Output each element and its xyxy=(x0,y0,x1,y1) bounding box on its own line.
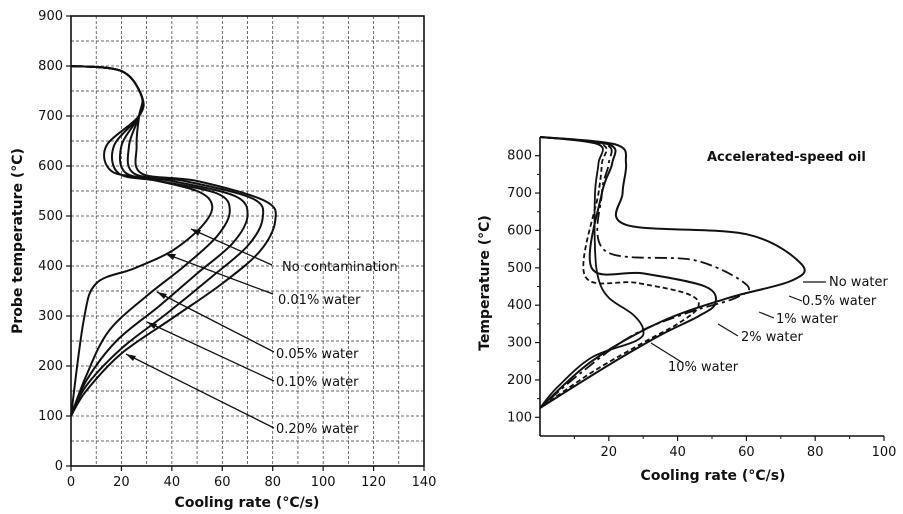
y-tick-label: 100 xyxy=(38,409,63,424)
series-line-1 xyxy=(539,136,750,409)
y-tick-label: 500 xyxy=(507,261,532,276)
right-leaders xyxy=(650,281,826,364)
y-tick-label: 700 xyxy=(38,109,63,124)
label-001-water: 0.01% water xyxy=(278,293,361,308)
x-tick-label: 20 xyxy=(601,445,618,460)
y-tick-label: 900 xyxy=(38,9,63,24)
y-tick-label: 600 xyxy=(38,159,63,174)
x-tick-label: 100 xyxy=(311,475,336,490)
x-tick-label: 80 xyxy=(807,445,824,460)
y-tick-label: 200 xyxy=(507,373,532,388)
series-line-1 xyxy=(70,65,231,417)
x-tick-label: 20 xyxy=(113,475,130,490)
right-ticks: 20 40 60 80 100 100 200 300 400 500 600 700 800 xyxy=(507,149,896,460)
label-05-water: 0.5% water xyxy=(802,294,877,309)
right-chart: 20 40 60 80 100 100 200 300 400 500 600 700 800 Acce… xyxy=(477,136,896,484)
left-ticks: 0 20 40 60 80 100 120 140 0 100 200 300 400 500 600 700… xyxy=(38,9,436,490)
left-chart: 0 20 40 60 80 100 120 140 0 100 200 300 400 500 600 700… xyxy=(10,9,436,511)
arrow-no-contamination xyxy=(190,228,273,266)
label-1-water: 1% water xyxy=(776,312,838,327)
y-tick-label: 600 xyxy=(507,223,532,238)
y-tick-label: 700 xyxy=(507,186,532,201)
y-tick-label: 800 xyxy=(38,59,63,74)
y-tick-label: 300 xyxy=(38,309,63,324)
right-y-axis-label: Temperature (°C) xyxy=(477,215,493,351)
label-no-water: No water xyxy=(829,275,889,290)
series-line-4 xyxy=(70,65,277,417)
right-series xyxy=(539,136,806,409)
arrowhead xyxy=(157,292,167,299)
x-tick-label: 120 xyxy=(361,475,386,490)
x-tick-label: 80 xyxy=(264,475,281,490)
arrowhead xyxy=(166,254,176,260)
series-line-3 xyxy=(539,136,700,409)
label-10-water: 10% water xyxy=(668,360,739,375)
right-chart-title: Accelerated-speed oil xyxy=(707,150,866,165)
x-tick-label: 60 xyxy=(738,445,755,460)
y-tick-label: 400 xyxy=(38,259,63,274)
x-tick-label: 40 xyxy=(164,475,181,490)
y-tick-label: 200 xyxy=(38,359,63,374)
x-tick-label: 100 xyxy=(872,445,897,460)
x-tick-label: 0 xyxy=(67,475,75,490)
leader-1-water xyxy=(758,311,775,319)
series-line-4 xyxy=(539,136,645,409)
series-line-2 xyxy=(539,136,717,409)
arrow-001-water xyxy=(165,253,274,295)
arrowhead xyxy=(126,354,136,361)
y-tick-label: 500 xyxy=(38,209,63,224)
x-tick-label: 40 xyxy=(669,445,686,460)
left-series xyxy=(70,65,277,417)
arrow-020-water xyxy=(125,353,275,429)
arrow-010-water xyxy=(146,321,275,382)
leader-10-water xyxy=(650,342,684,364)
x-tick-label: 140 xyxy=(412,475,437,490)
left-plot-frame xyxy=(70,15,425,467)
left-arrowheads xyxy=(126,229,201,361)
right-x-axis-label: Cooling rate (°C/s) xyxy=(641,468,786,484)
leader-2-water xyxy=(717,323,739,337)
label-2-water: 2% water xyxy=(741,330,803,345)
left-annotations xyxy=(125,228,275,429)
left-x-axis-label: Cooling rate (°C/s) xyxy=(175,495,320,511)
label-010-water: 0.10% water xyxy=(276,375,359,390)
label-020-water: 0.20% water xyxy=(276,422,359,437)
left-y-axis-label: Probe temperature (°C) xyxy=(10,148,26,334)
arrowhead xyxy=(191,229,201,236)
y-tick-label: 0 xyxy=(55,459,63,474)
y-tick-label: 800 xyxy=(507,149,532,164)
y-tick-label: 100 xyxy=(507,410,532,425)
y-tick-label: 300 xyxy=(507,336,532,351)
label-005-water: 0.05% water xyxy=(276,347,359,362)
y-tick-label: 400 xyxy=(507,298,532,313)
left-grid xyxy=(71,16,424,466)
arrowhead xyxy=(147,322,157,329)
label-no-contamination: No contamination xyxy=(282,260,398,275)
arrow-005-water xyxy=(156,291,275,353)
series-line-0 xyxy=(539,136,806,409)
x-tick-label: 60 xyxy=(214,475,231,490)
leader-05-water xyxy=(788,295,803,302)
